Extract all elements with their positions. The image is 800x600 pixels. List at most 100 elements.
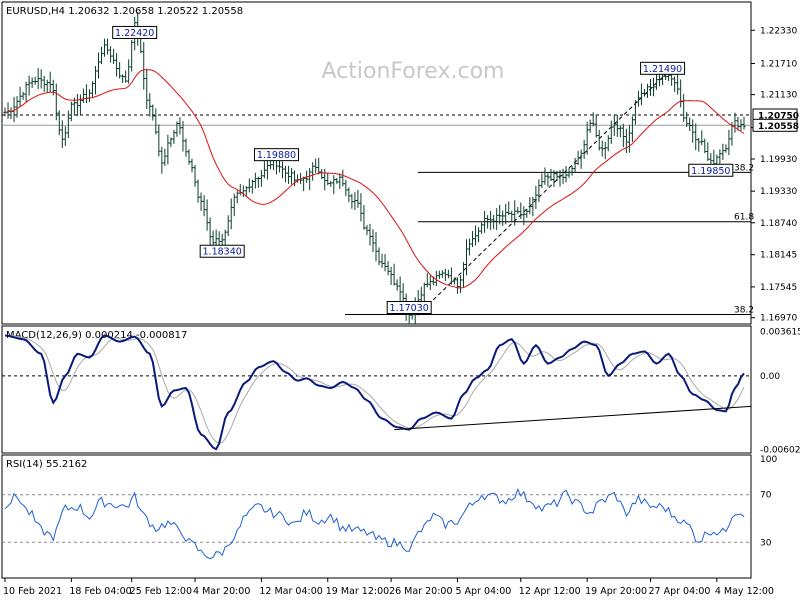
ohlc-bar [383,254,387,272]
ohlc-bar [724,144,728,153]
ohlc-bar [124,70,128,83]
ohlc-bar [537,179,541,202]
fib-level-label: 38.2 [734,163,754,173]
ohlc-bar [697,137,701,152]
ohlc-bar [90,81,95,99]
ohlc-bar [54,83,58,121]
ohlc-bar [66,110,70,139]
ohlc-bar [15,96,19,118]
ohlc-bar [437,270,441,280]
ohlc-bar [181,121,185,152]
ohlc-bar [700,130,704,146]
x-axis-label: 19 Mar 12:00 [326,586,389,597]
price-callout: 1.19880 [253,148,299,162]
price-y-tick-label: 1.19930 [760,155,797,165]
ohlc-bar [470,231,475,248]
ohlc-bar [148,93,152,117]
x-axis-label: 4 May 12:00 [715,586,774,597]
ohlc-bar [323,168,327,191]
ohlc-bar [102,38,107,57]
price-callout-box [253,148,299,162]
ohlc-bar [600,140,604,157]
ohlc-bar [196,179,200,203]
ohlc-bar [594,114,598,138]
ohlc-bar [36,68,40,90]
ohlc-bar [30,77,34,88]
ohlc-bar [597,129,601,151]
ohlc-bar [621,123,625,148]
ohlc-bar [69,101,73,122]
ohlc-bar [422,282,426,305]
macd-y-tick-label: 0.00 [760,372,780,382]
price-series-group: 38.2 61.8 38.2 1.22420 1.18340 1.19880 1.17030… [2,11,754,325]
ohlc-bar [588,119,592,133]
ohlc-bar [302,176,306,192]
ohlc-bar [78,94,83,116]
ohlc-bar [356,189,360,208]
ohlc-bar [368,223,372,246]
ohlc-bar [645,83,650,98]
ohlc-bar [555,170,559,181]
ohlc-bar [733,112,737,133]
ohlc-bar [546,173,550,187]
price-tag-label: 1.20558 [758,122,799,132]
ohlc-bar [443,268,447,282]
ohlc-bar [244,186,248,197]
ohlc-bar [461,262,466,288]
ohlc-bar [739,119,743,131]
price-callout: 1.21490 [640,61,686,75]
macd-panel-frame [1,325,752,454]
ohlc-bar [157,124,161,157]
ohlc-bar [742,116,746,130]
ohlc-bar [642,89,647,97]
ohlc-bar [440,270,444,278]
ohlc-bar [543,167,547,185]
price-y-tick-label: 1.18145 [760,251,797,261]
ohlc-bar [603,142,607,160]
ohlc-bar [286,165,291,184]
ohlc-bar [688,117,692,132]
ohlc-bar [253,172,257,189]
x-axis-label: 25 Feb 12:00 [130,586,192,597]
ohlc-bar [6,102,10,119]
ohlc-bar [217,231,221,248]
ohlc-bar [736,116,740,131]
ohlc-bar [226,215,230,236]
ohlc-bar [434,270,438,287]
ohlc-bar [455,277,460,294]
ohlc-bar [651,77,656,97]
ohlc-bar [528,197,532,215]
x-axis-label: 12 Mar 04:00 [259,586,322,597]
x-axis-label: 12 Apr 12:00 [519,586,581,597]
price-callout: 1.22420 [112,25,158,39]
price-callout: 1.18340 [199,244,245,258]
ohlc-bar [169,137,173,148]
ohlc-bar [311,162,315,181]
price-y-tick-label: 1.17545 [760,283,797,293]
ohlc-bar [154,108,158,135]
ohlc-bar [624,128,628,154]
ohlc-bar [564,166,568,183]
ohlc-bar [39,69,43,89]
ohlc-bar [501,210,505,226]
watermark: ActionForex.com [322,59,505,84]
x-axis-label: 27 Apr 04:00 [648,586,710,597]
ohlc-bar [178,117,182,135]
ohlc-bar [223,229,227,247]
ohlc-bar [525,208,529,218]
rsi-y-tick-label: 30 [760,538,772,548]
ohlc-bar [18,86,22,107]
ohlc-bar [492,214,496,230]
macd-main-line [4,334,745,451]
ohlc-bar [386,261,390,276]
ohlc-bar [401,282,405,303]
ohlc-bar [476,227,481,243]
ohlc-bar [332,175,336,195]
ohlc-bar [166,134,170,165]
ohlc-bar [187,149,191,165]
ohlc-bar [561,168,565,184]
ohlc-bar [549,168,553,182]
ohlc-bar [232,193,236,217]
x-axis-label: 26 Mar 20:00 [389,586,452,597]
ohlc-bar [111,48,116,65]
